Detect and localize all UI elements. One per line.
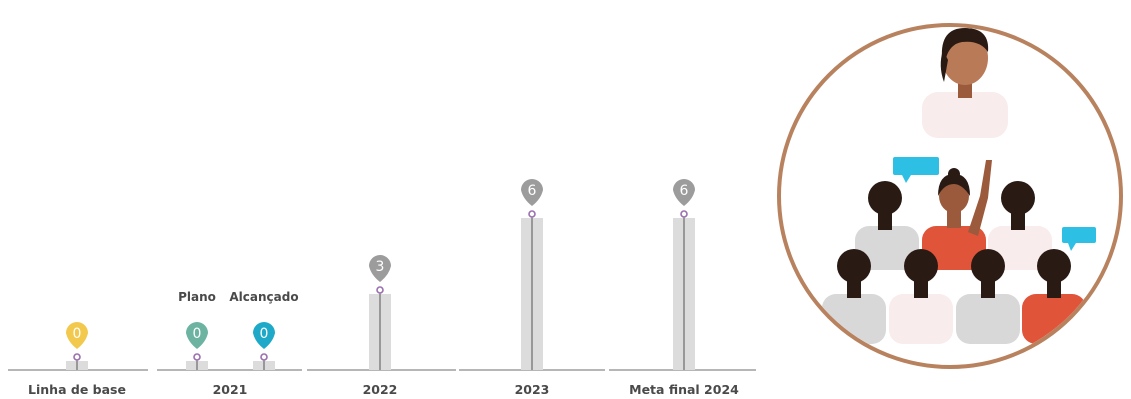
speech-bubble-right (1062, 227, 1096, 251)
audience-member (889, 249, 953, 344)
value-label: 0 (260, 326, 269, 342)
bar-marker (376, 286, 384, 294)
category-label: Linha de base (28, 382, 126, 397)
bar-marker (680, 210, 688, 218)
value-label: 3 (376, 259, 385, 275)
category-label: 2023 (515, 382, 550, 397)
speaker-figure (922, 28, 1008, 138)
audience-member (988, 181, 1052, 270)
value-label: 0 (193, 326, 202, 342)
category-label: Meta final 2024 (629, 382, 739, 397)
bar-marker (73, 353, 81, 361)
value-pin (66, 322, 88, 349)
audience-member-raised-hand (922, 160, 992, 270)
value-pin (369, 255, 391, 282)
audience-member (956, 249, 1020, 344)
value-pin (673, 179, 695, 206)
chart-svg: 0 0 Plano 0 Alcançado 3 6 6 Linha de base 2021 202… (8, 179, 756, 397)
audience-illustration (777, 23, 1123, 369)
speech-bubble-left (893, 157, 939, 183)
category-label: 2021 (213, 382, 248, 397)
category-label: 2022 (363, 382, 398, 397)
audience-member (855, 181, 919, 270)
value-pin (253, 322, 275, 349)
value-label: 6 (528, 183, 537, 199)
bar-marker (528, 210, 536, 218)
value-pin (521, 179, 543, 206)
value-label: 0 (73, 326, 82, 342)
value-label: 6 (680, 183, 689, 199)
value-pin (186, 322, 208, 349)
bar-marker (260, 353, 268, 361)
series-label: Plano (178, 290, 216, 304)
series-label: Alcançado (229, 290, 298, 304)
bar-marker (193, 353, 201, 361)
